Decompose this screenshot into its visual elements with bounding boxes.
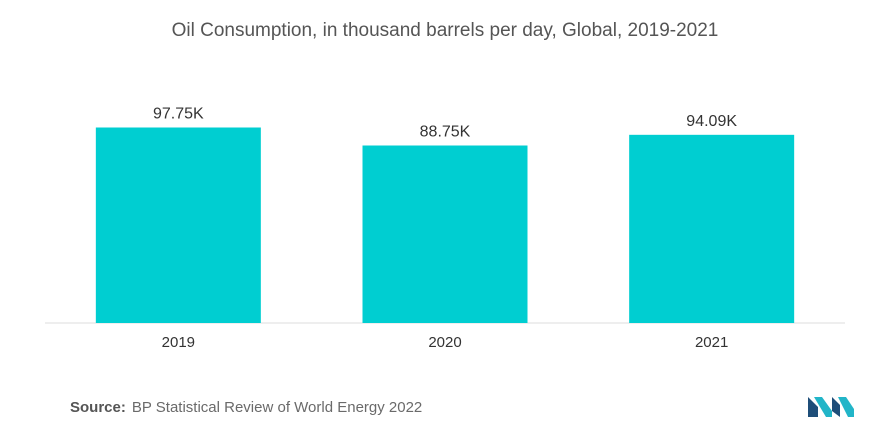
data-label-2021: 94.09K <box>686 113 737 130</box>
data-label-2019: 97.75K <box>153 106 204 123</box>
source-note: Source: BP Statistical Review of World En… <box>70 399 422 416</box>
source-label: Source: <box>70 399 126 416</box>
chart-title: Oil Consumption, in thousand barrels per… <box>171 20 719 41</box>
source-text: BP Statistical Review of World Energy 20… <box>131 399 423 416</box>
bar-chart: 97.75K 2019 88.75K 2020 94.09K 2021 <box>45 106 845 351</box>
mordor-intelligence-logo-icon <box>808 397 854 417</box>
data-label-2020: 88.75K <box>420 124 471 141</box>
x-tick-label-2019: 2019 <box>162 334 195 351</box>
bar-2020 <box>362 145 528 323</box>
bar-2019 <box>95 127 261 323</box>
x-tick-label-2021: 2021 <box>695 334 728 351</box>
bar-2021 <box>629 134 795 323</box>
x-tick-label-2020: 2020 <box>428 334 461 351</box>
